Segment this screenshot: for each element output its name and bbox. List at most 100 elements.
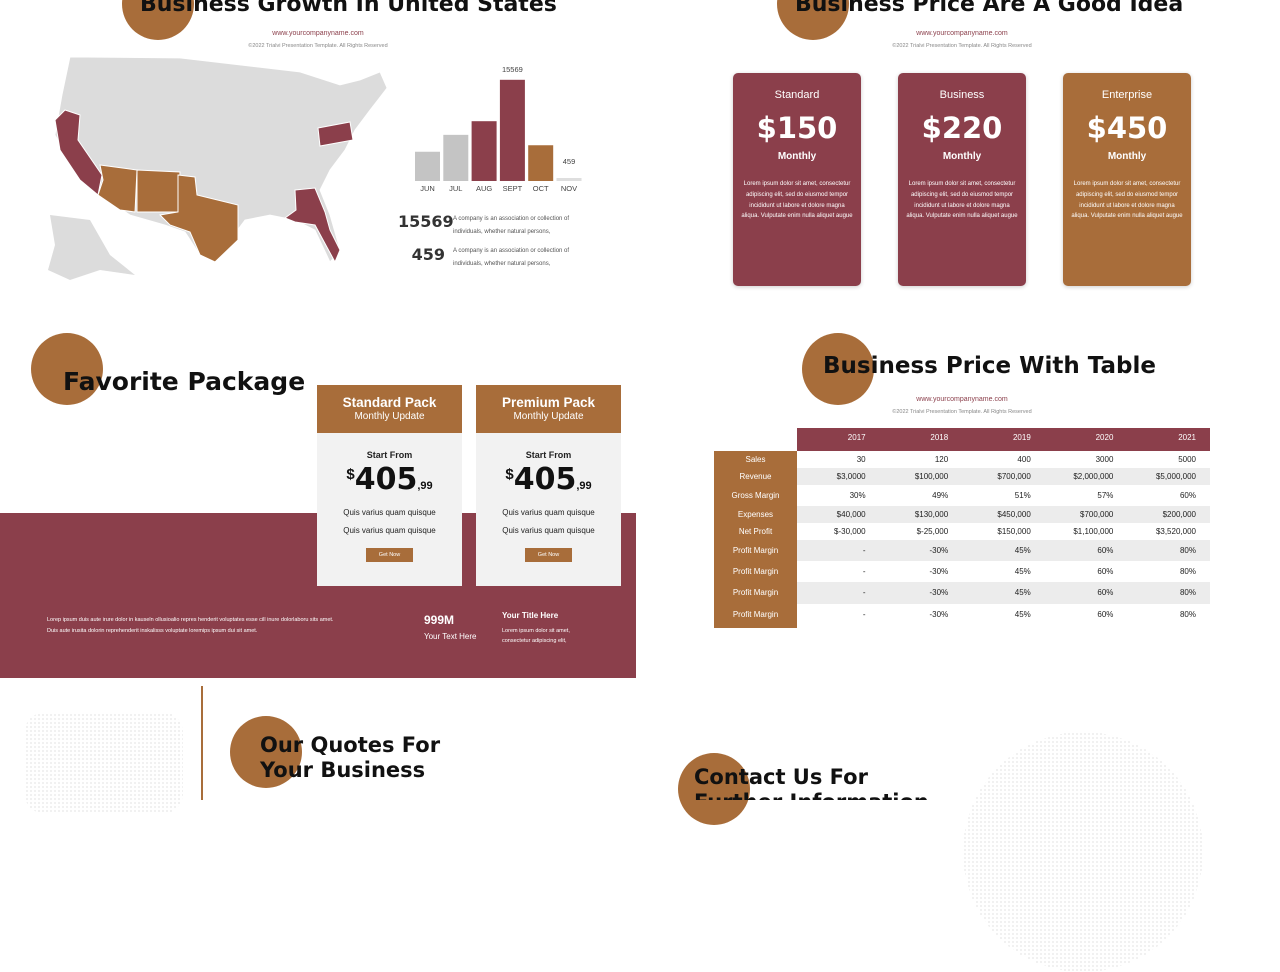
- deco-circle: [230, 716, 302, 788]
- cell: 45%: [1014, 610, 1031, 619]
- dotted-pattern: [963, 732, 1203, 972]
- table-header: [797, 428, 1210, 451]
- plan-price: $220: [921, 111, 1003, 145]
- title: Business Growth In United States: [140, 0, 557, 17]
- button[interactable]: Get Now: [366, 548, 413, 562]
- plan-name: Standard: [774, 89, 820, 101]
- cell: $3,520,000: [1155, 527, 1196, 536]
- start-label: Start From: [525, 450, 572, 460]
- x-tick-label: OCT: [533, 184, 549, 193]
- line: Duis aute irusita dolorin reprehenderit …: [47, 628, 258, 634]
- price-cents: ,99: [417, 480, 433, 492]
- x-tick-label: JUN: [420, 184, 435, 193]
- plan-name: Enterprise: [1101, 89, 1153, 101]
- price-card: Business $220 Monthly Lorem ipsum dolor sit…: [898, 73, 1026, 286]
- price-card: Enterprise $450 Monthly Lorem ipsum dolor s…: [1063, 73, 1191, 286]
- line: individuals, whether natural persons,: [453, 229, 551, 235]
- deco-circle: [802, 333, 874, 405]
- website: www.yourcompanyname.com: [916, 396, 1008, 403]
- cell: 30%: [849, 491, 866, 500]
- cell: 45%: [1014, 567, 1031, 576]
- package-subtitle: Monthly Update: [513, 411, 584, 422]
- price-whole: 405: [354, 462, 418, 497]
- plan-name: Business: [939, 89, 985, 101]
- cell: $700,000: [1080, 510, 1114, 519]
- bar: [443, 134, 469, 181]
- row-label: Profit Margin: [732, 588, 779, 597]
- side-text: Lorem ipsum dolor sit amet, consectetur a…: [502, 626, 570, 646]
- title: Contact Us ForFurther Information: [694, 765, 929, 800]
- line: Lorep ipsum duis aute irure dolor in kau…: [47, 617, 334, 623]
- plan-period: Monthly: [777, 151, 817, 162]
- row-label: Gross Margin: [731, 491, 780, 500]
- row-label: Net Profit: [738, 527, 773, 536]
- cell: $200,000: [1162, 510, 1196, 519]
- line: Our Quotes For: [260, 733, 441, 757]
- stat: 999M: [424, 613, 455, 627]
- line: A company is an association or collectio…: [453, 216, 570, 222]
- feature: Quis varius quam quisque: [502, 526, 595, 535]
- row-band: [797, 506, 1210, 523]
- row-label: Expenses: [737, 510, 774, 519]
- x-tick-label: NOV: [561, 184, 577, 193]
- column-header: 2018: [930, 433, 949, 442]
- row-band: [797, 582, 1210, 604]
- deco-circle: [31, 333, 103, 405]
- cell: 30: [856, 455, 866, 464]
- package-card: Standard Pack Monthly Update Start From $40…: [317, 385, 462, 586]
- description: Lorep ipsum duis aute irure dolor in kau…: [47, 615, 333, 637]
- stat-caption: Your Text Here: [424, 632, 477, 641]
- currency: $: [346, 466, 355, 483]
- cell: $130,000: [914, 510, 949, 519]
- cell: 60%: [1097, 610, 1114, 619]
- button[interactable]: Get Now: [525, 548, 572, 562]
- price-whole: 405: [513, 462, 577, 497]
- cell: $40,000: [836, 510, 866, 519]
- cell: 49%: [932, 491, 949, 500]
- value-label: 15569: [502, 65, 523, 74]
- stat-value: 459: [411, 245, 445, 264]
- line: Your Business: [260, 758, 426, 782]
- column-header: 2017: [847, 433, 866, 442]
- row-label: Sales: [745, 455, 766, 464]
- dotted-pattern: [25, 713, 183, 813]
- package-header: Standard Pack Monthly Update: [317, 385, 462, 433]
- cell: 60%: [1097, 567, 1114, 576]
- side-title: Your Title Here: [502, 611, 559, 620]
- cell: -30%: [929, 588, 949, 597]
- x-tick-label: JUL: [449, 184, 462, 193]
- package-card: Premium Pack Monthly Update Start From $405…: [476, 385, 621, 586]
- cell: $450,000: [997, 510, 1031, 519]
- us-map: [48, 56, 388, 280]
- feature: Quis varius quam quisque: [343, 526, 436, 535]
- row-band: [797, 540, 1210, 561]
- plan-description: Lorem ipsum dolor sit amet, consectetur …: [906, 181, 1018, 220]
- x-tick-label: SEPT: [503, 184, 523, 193]
- cell: 80%: [1179, 546, 1196, 555]
- plan-description: Lorem ipsum dolor sit amet, consectetur …: [1071, 181, 1183, 220]
- cell: $100,000: [914, 472, 949, 481]
- cell: $150,000: [997, 527, 1031, 536]
- line: Further Information: [694, 790, 929, 800]
- cell: $700,000: [997, 472, 1031, 481]
- row-label: Profit Margin: [732, 610, 779, 619]
- column-header: 2020: [1095, 433, 1114, 442]
- cell: 60%: [1097, 588, 1114, 597]
- website: www.yourcompanyname.com: [272, 30, 364, 37]
- cell: -30%: [929, 567, 949, 576]
- website: www.yourcompanyname.com: [916, 30, 1008, 37]
- column-header: 2019: [1012, 433, 1031, 442]
- row-label: Profit Margin: [732, 567, 779, 576]
- package-price: $405,99: [317, 462, 462, 497]
- cell: 3000: [1095, 455, 1114, 464]
- cell: -30%: [929, 610, 949, 619]
- divider: [201, 686, 203, 800]
- package-name: Premium Pack: [501, 395, 596, 410]
- line: consectetur adipiscing elit,: [502, 638, 567, 644]
- bar: [471, 121, 497, 181]
- cell: 400: [1017, 455, 1031, 464]
- x-tick-label: AUG: [476, 184, 492, 193]
- cell: 120: [934, 455, 949, 464]
- currency: $: [505, 466, 514, 483]
- row-label: Revenue: [739, 472, 772, 481]
